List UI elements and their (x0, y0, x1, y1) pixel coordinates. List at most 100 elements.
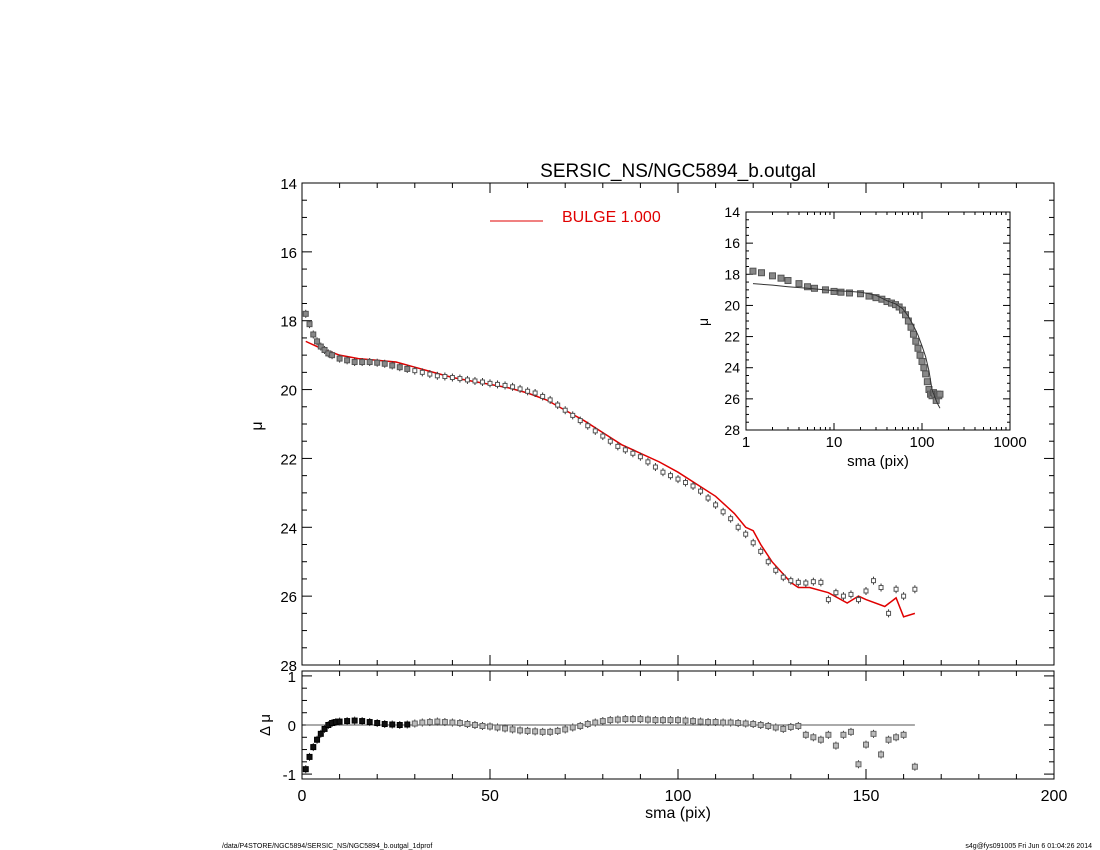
residual-y-axis-label: Δ μ (257, 714, 274, 736)
residual-point (735, 720, 742, 727)
residual-point (810, 734, 817, 741)
main-panel: 14 16 18 20 22 24 26 28 μ BULGE 1.000 (249, 176, 1055, 675)
residual-point (532, 728, 539, 735)
residual-point (727, 719, 734, 726)
main-point (848, 591, 854, 597)
residual-point (712, 719, 719, 726)
main-point (833, 590, 839, 596)
inset-point (936, 390, 944, 398)
main-point (652, 464, 658, 470)
main-series-line (305, 340, 916, 618)
residual-point (351, 717, 358, 724)
residual-point (757, 722, 764, 728)
main-point (886, 610, 892, 616)
residual-point (524, 727, 531, 734)
main-point (592, 428, 598, 434)
inset-point (914, 344, 922, 352)
residual-point (893, 734, 900, 741)
inset-point (865, 292, 873, 300)
residual-point (554, 727, 561, 734)
residual-axes: 10-10 50 100 150 200 (283, 669, 1068, 805)
main-point (675, 476, 681, 482)
residual-point (885, 736, 892, 743)
residual-point (336, 718, 343, 725)
inset-point (804, 283, 812, 291)
inset-point (795, 280, 803, 288)
residual-point (644, 716, 651, 723)
residual-point (675, 717, 681, 724)
residual-x-tick-label: 50 (481, 788, 499, 805)
residual-point (464, 721, 471, 728)
inset-y-axis-label: μ (695, 318, 711, 326)
main-point (495, 381, 501, 387)
residual-point (878, 751, 885, 758)
residual-point (637, 716, 644, 723)
main-point (562, 407, 568, 413)
residual-point (863, 741, 869, 748)
main-point (381, 360, 388, 367)
main-point (517, 386, 523, 392)
inset-axes: 14 16 18 20 22 24 26 281 10 100 1000 (724, 204, 1026, 451)
inset-series-line (752, 283, 941, 409)
residual-point (434, 718, 441, 725)
residual-point (659, 717, 666, 724)
residual-point (802, 731, 809, 738)
residual-point (825, 731, 832, 738)
main-point (750, 540, 756, 546)
residual-point (494, 724, 501, 731)
main-point (698, 488, 704, 494)
residual-point (900, 731, 907, 738)
main-point (525, 388, 531, 394)
main-y-tick-label: 22 (280, 451, 297, 468)
main-point (667, 473, 673, 479)
main-y-tick-label: 26 (280, 589, 297, 606)
residual-point (547, 728, 554, 735)
main-point (427, 371, 433, 377)
residual-point (569, 724, 576, 731)
main-point (735, 524, 741, 530)
footer-file-path: /data/P4STORE/NGC5894/SERSIC_NS/NGC5894_… (222, 843, 432, 850)
main-point (690, 483, 696, 489)
residual-point (599, 718, 606, 725)
inset-point (918, 357, 926, 365)
inset-panel: 14 16 18 20 22 24 26 281 10 100 1000 μ sma (pix) (695, 204, 1027, 470)
main-y-tick-label: 28 (280, 658, 297, 675)
inset-x-tick-label: 1 (742, 434, 750, 451)
residual-point (690, 718, 697, 725)
inset-point (912, 337, 920, 345)
residual-point (742, 720, 749, 727)
main-point (765, 559, 771, 565)
main-point (743, 531, 749, 537)
main-point (472, 378, 478, 384)
main-point (532, 390, 538, 396)
residual-point (817, 736, 824, 743)
main-point (570, 412, 576, 418)
inset-point (830, 287, 838, 295)
main-point (825, 597, 831, 603)
residual-point (607, 717, 614, 724)
residual-point (832, 742, 839, 749)
main-y-tick-label: 16 (280, 245, 297, 262)
legend: BULGE 1.000 (490, 209, 661, 226)
main-point (803, 580, 809, 586)
main-point (457, 376, 463, 382)
main-point (404, 365, 411, 372)
inset-point (777, 274, 785, 282)
residual-point (302, 766, 309, 773)
main-point (780, 574, 786, 580)
residual-point (682, 717, 689, 724)
main-axes: 14 16 18 20 22 24 26 28 (280, 176, 1055, 675)
main-point (773, 567, 779, 573)
inset-series (749, 267, 944, 409)
residual-point (622, 716, 629, 723)
residual-point (449, 719, 456, 726)
residual-point (577, 722, 584, 729)
main-point (683, 480, 689, 486)
main-point (396, 364, 403, 371)
main-point (389, 362, 396, 369)
inset-x-tick-label: 1000 (993, 434, 1026, 451)
residual-point (321, 725, 328, 732)
inset-point (749, 267, 757, 275)
main-point (302, 310, 309, 317)
inset-point (922, 370, 930, 378)
